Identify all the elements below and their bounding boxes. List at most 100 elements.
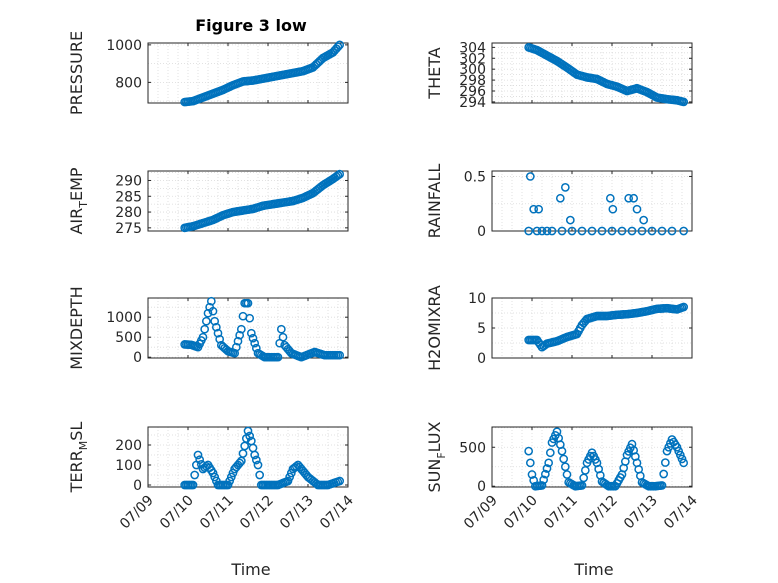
axes-box [147, 42, 349, 104]
x-tick-label: 07/11 [541, 493, 581, 533]
data-point [547, 226, 557, 236]
data-point [210, 316, 220, 326]
data-point [524, 226, 534, 236]
y-tick-label: 280 [115, 205, 142, 221]
data-point [213, 328, 223, 338]
data-point [562, 470, 572, 479]
data-point [524, 446, 534, 456]
data-point [240, 441, 250, 451]
y-tick-label: 0 [133, 350, 142, 366]
data-point [560, 462, 570, 472]
data-point [657, 226, 667, 236]
data-point [333, 42, 343, 52]
data-point [215, 334, 225, 344]
data-point [283, 476, 293, 486]
data-point [660, 458, 670, 467]
data-point [537, 481, 547, 490]
data-point [198, 332, 208, 342]
panel-mixdepth: 0 500 1000 MIXDEPTH [67, 286, 349, 370]
data-point [230, 348, 240, 358]
figure-title: Figure 3 low [195, 16, 307, 35]
x-tick-label: 07/12 [581, 493, 621, 533]
panel-terr-msl: 0 100 200 07/09 07/10 07/11 07/12 07/13 07/14 TER… [67, 422, 357, 533]
data-point [667, 226, 677, 236]
data-point [250, 450, 260, 460]
data-point [607, 226, 617, 236]
y-axis-label: RAINFALL [425, 164, 444, 239]
data-point [235, 458, 245, 468]
data-point [245, 431, 255, 441]
data-point [542, 226, 552, 236]
data-point [577, 226, 587, 236]
data-point [251, 455, 261, 465]
data-point [559, 454, 569, 464]
y-tick-label: 0 [477, 479, 486, 495]
x-tick-label: 07/14 [661, 492, 701, 532]
x-tick-label: 07/13 [277, 493, 317, 533]
y-tick-label: 300 [459, 62, 486, 78]
data-point [540, 469, 550, 479]
data-point [679, 97, 689, 107]
panel-sun-flux: 0 500 07/09 07/10 07/11 07/12 07/13 07/14 SUNFLU… [425, 421, 701, 532]
x-tick-label: 07/09 [117, 493, 157, 533]
x-tick-label: 07/09 [461, 493, 501, 533]
data-point [537, 226, 547, 236]
data-point [188, 480, 198, 490]
data-point [210, 472, 220, 482]
data-point [529, 204, 539, 214]
data-point [539, 475, 549, 485]
y-tick-label: 290 [115, 173, 142, 189]
data-point [278, 332, 288, 342]
y-axis-label: SUNFLUX [425, 421, 448, 492]
data-point [597, 226, 607, 236]
data-point [542, 464, 552, 473]
data-point [659, 469, 669, 479]
y-tick-label: 0.5 [464, 169, 486, 185]
y-axis-label: PRESSURE [67, 31, 86, 115]
data-point [255, 470, 265, 480]
y-tick-label: 302 [459, 51, 486, 67]
data-point [206, 296, 216, 306]
data-point [557, 446, 567, 456]
x-tick-label: 07/13 [621, 493, 661, 533]
data-point [629, 193, 639, 203]
x-tick-label: 07/11 [197, 493, 237, 533]
data-point [248, 443, 258, 453]
y-axis-label: THETA [425, 47, 444, 99]
x-tick-label: 07/10 [501, 493, 541, 533]
data-point [679, 458, 689, 468]
data-point [627, 226, 637, 236]
x-axis-label-right: Time [573, 560, 613, 579]
data-point [679, 302, 689, 312]
y-tick-label: 0 [477, 351, 486, 367]
data-point [637, 226, 647, 236]
data-point [195, 455, 205, 465]
y-axis-label: H2OMIXRA [425, 285, 444, 371]
data-point [208, 306, 218, 316]
data-point [608, 204, 618, 214]
data-point [243, 426, 253, 436]
data-point [534, 204, 544, 214]
data-point [193, 450, 203, 460]
y-tick-label: 275 [115, 221, 142, 237]
data-point [236, 324, 246, 334]
data-point [250, 338, 260, 348]
data-point [657, 481, 667, 490]
xlabel-group: Time Time [230, 560, 613, 579]
panel-h2omixra: 0 5 10 H2OMIXRA [425, 285, 693, 371]
y-tick-label: 200 [115, 438, 142, 454]
data-point [246, 328, 256, 338]
data-point [335, 476, 345, 486]
data-point [545, 448, 555, 458]
data-point [587, 226, 597, 236]
x-axis-label-left: Time [230, 560, 270, 579]
y-tick-label: 10 [468, 291, 486, 307]
y-axis-label: AIRTEMP [67, 167, 90, 234]
data-point [525, 172, 535, 181]
data-point [235, 330, 245, 340]
data-point [560, 183, 570, 192]
